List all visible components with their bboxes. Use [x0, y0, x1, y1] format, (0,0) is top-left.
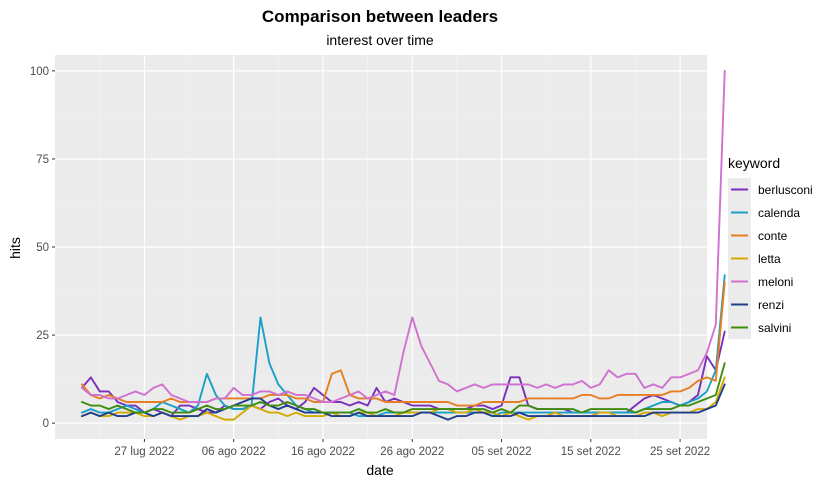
legend-label: salvini — [758, 321, 791, 335]
chart-title: Comparison between leaders — [262, 7, 498, 26]
legend-item-letta: letta — [728, 247, 781, 270]
legend-label: letta — [758, 252, 781, 266]
legend-item-berlusconi: berlusconi — [728, 178, 813, 201]
legend-item-calenda: calenda — [728, 201, 800, 224]
x-tick-label: 25 set 2022 — [650, 446, 710, 458]
legend-label: calenda — [758, 206, 800, 220]
legend-label: conte — [758, 229, 788, 243]
series-line-salvini — [80, 362, 726, 414]
legend-title: keyword — [728, 155, 780, 171]
x-tick-label: 06 ago 2022 — [202, 446, 266, 458]
series-line-meloni — [80, 69, 726, 403]
legend: keyword berlusconi calenda conte letta melon… — [728, 155, 813, 339]
x-axis-title: date — [366, 462, 393, 478]
legend-item-meloni: meloni — [728, 270, 793, 293]
legend-label: berlusconi — [758, 183, 813, 197]
legend-item-renzi: renzi — [728, 293, 784, 316]
x-tick-label: 16 ago 2022 — [291, 446, 355, 458]
legend-item-salvini: salvini — [728, 316, 791, 339]
x-tick-label: 15 set 2022 — [561, 446, 621, 458]
legend-label: renzi — [758, 298, 784, 312]
chart-subtitle: interest over time — [326, 32, 434, 48]
x-tick-label: 05 set 2022 — [471, 446, 531, 458]
x-tick-label: 27 lug 2022 — [114, 446, 174, 458]
legend-label: meloni — [758, 275, 793, 289]
x-tick-label: 26 ago 2022 — [380, 446, 444, 458]
y-axis-title: hits — [7, 237, 23, 259]
legend-item-conte: conte — [728, 224, 788, 247]
major-gridlines — [55, 55, 707, 439]
y-tick-label: 25 — [36, 330, 49, 342]
y-tick-label: 0 — [43, 418, 49, 430]
y-tick-label: 100 — [30, 66, 49, 78]
series-lines — [80, 69, 726, 421]
y-tick-label: 50 — [36, 242, 49, 254]
x-axis: 27 lug 2022 06 ago 2022 16 ago 2022 26 ago … — [114, 439, 710, 458]
y-tick-label: 75 — [36, 154, 49, 166]
series-line-renzi — [80, 383, 726, 421]
y-axis: 0 25 50 75 100 — [30, 66, 55, 430]
